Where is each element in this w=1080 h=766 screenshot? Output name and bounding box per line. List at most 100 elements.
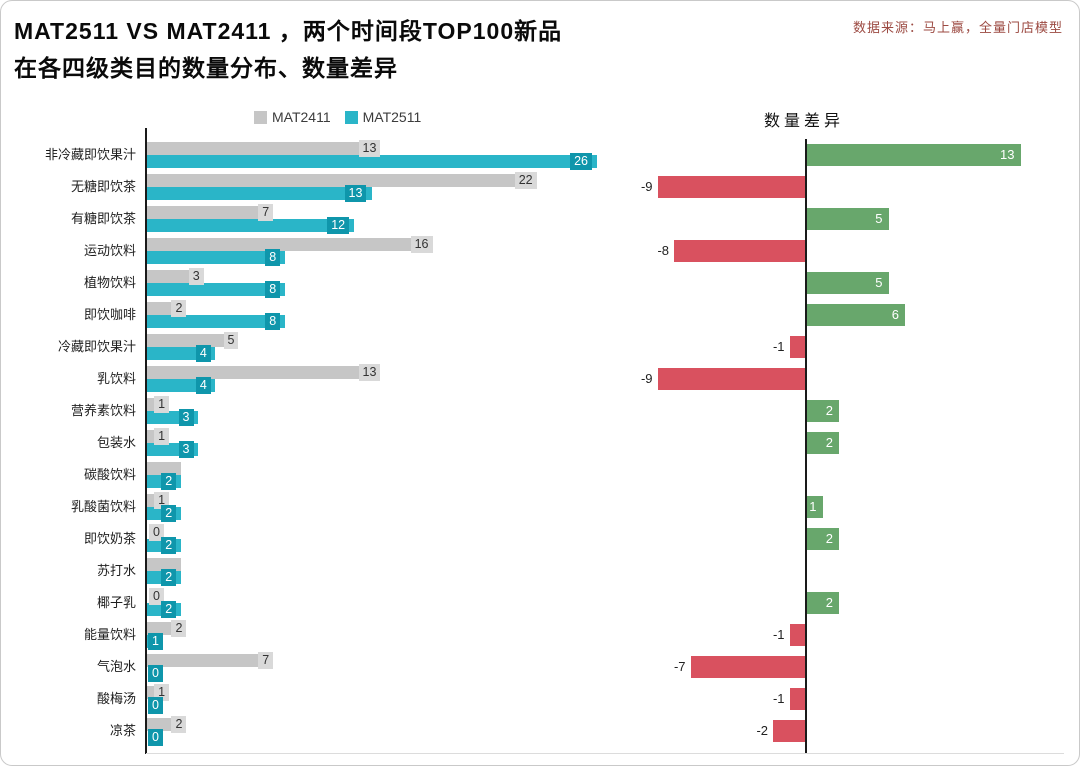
- chart-row: 即饮奶茶 0 2 2: [1, 523, 1079, 555]
- diff-bar-negative: [690, 656, 806, 678]
- mat2411-value-label: 2: [171, 300, 187, 317]
- diff-bar-negative: [789, 336, 806, 358]
- chart-row: 能量饮料 2 1 -1: [1, 619, 1079, 651]
- mat2411-bar: [146, 366, 372, 379]
- mat2411-bar: [146, 270, 199, 283]
- diff-value-label: 2: [825, 595, 833, 610]
- diff-bar-negative: [789, 624, 806, 646]
- diff-panel: 2: [643, 523, 1079, 555]
- mat2511-value-label: 2: [161, 505, 177, 522]
- category-label: 椰子乳: [96, 595, 136, 610]
- category-label: 运动饮料: [83, 243, 136, 258]
- diff-value-label: 2: [825, 403, 833, 418]
- mat2411-value-label: 3: [188, 268, 204, 285]
- category-label: 乳饮料: [96, 371, 136, 386]
- mat2511-bar: [146, 315, 285, 328]
- diff-value-label: 5: [875, 275, 883, 290]
- chart-row: 气泡水 7 0 -7: [1, 651, 1079, 683]
- legend-label-mat2511: MAT2511: [362, 109, 422, 125]
- diff-panel: -7: [643, 651, 1079, 683]
- legend: MAT2411 MAT2511: [254, 109, 421, 125]
- mat2411-value-label: 5: [223, 332, 239, 349]
- diff-panel: [643, 555, 1079, 587]
- chart-bottom-line: [146, 753, 1064, 754]
- mat2411-value-label: 7: [258, 652, 274, 669]
- diff-panel: 1: [643, 491, 1079, 523]
- mat2511-value-label: 4: [195, 377, 211, 394]
- diff-bar-positive: 1: [806, 496, 823, 518]
- quantity-bars-panel: 13 26: [146, 139, 643, 171]
- category-label: 酸梅汤: [96, 691, 136, 706]
- quantity-bars-panel: 16 8: [146, 235, 643, 267]
- mat2411-value-label: 1: [154, 396, 170, 413]
- mat2411-value-label: 0: [149, 588, 164, 605]
- mat2511-bar: [146, 251, 285, 264]
- mat2511-value-label: 0: [148, 697, 163, 714]
- mat2411-bar: [146, 238, 424, 251]
- diff-column-title: 数量差异: [764, 113, 845, 130]
- quantity-bars-panel: 2: [146, 459, 643, 491]
- mat2411-value-label: 2: [171, 716, 187, 733]
- chart-row: 非冷藏即饮果汁 13 26 13: [1, 139, 1079, 171]
- chart-row: 酸梅汤 1 0 -1: [1, 683, 1079, 715]
- diff-bar-positive: 2: [806, 400, 839, 422]
- mat2511-value-label: 8: [265, 313, 281, 330]
- chart-row: 椰子乳 0 2 2: [1, 587, 1079, 619]
- mat2511-value-label: 26: [570, 153, 592, 170]
- mat2511-bar: [146, 187, 372, 200]
- category-label: 气泡水: [96, 659, 136, 674]
- legend-item-mat2411: MAT2411: [254, 109, 331, 125]
- diff-bar-positive: 2: [806, 528, 839, 550]
- mat2411-value-label: 1: [154, 492, 170, 509]
- chart-row: 苏打水 2: [1, 555, 1079, 587]
- diff-value-label: -7: [673, 659, 686, 674]
- chart-row: 乳酸菌饮料 1 2 1: [1, 491, 1079, 523]
- mat2511-value-label: 12: [327, 217, 350, 234]
- mat2411-value-label: 13: [358, 364, 381, 381]
- mat2411-bar: [146, 206, 268, 219]
- diff-value-label: 6: [891, 307, 899, 322]
- diff-value-label: -1: [772, 627, 785, 642]
- chart-row: 无糖即饮茶 22 13 -9: [1, 171, 1079, 203]
- diff-bar-positive: 13: [806, 144, 1021, 166]
- category-label: 无糖即饮茶: [70, 179, 136, 194]
- diff-panel: -9: [640, 363, 1079, 395]
- legend-item-mat2511: MAT2511: [344, 109, 422, 125]
- diff-value-label: 1: [809, 499, 817, 514]
- title-line-2: 在各四级类目的数量分布、数量差异: [14, 55, 398, 81]
- diff-axis-line: [805, 139, 807, 754]
- category-label: 包装水: [96, 435, 136, 450]
- mat2511-value-label: 8: [265, 281, 281, 298]
- mat2511-value-label: 4: [195, 345, 211, 362]
- mat2511-swatch-icon: [344, 110, 358, 124]
- diff-panel: 2: [643, 587, 1079, 619]
- diff-panel: 5: [643, 267, 1079, 299]
- mat2411-value-label: 7: [258, 204, 274, 221]
- page-title: MAT2511 VS MAT2411 ，两个时间段TOP100新品 在各四级类目…: [14, 13, 562, 87]
- diff-value-label: -9: [640, 371, 653, 386]
- mat2411-value-label: 0: [149, 524, 164, 541]
- diff-bar-positive: 5: [806, 208, 889, 230]
- diff-bar-negative: [674, 240, 806, 262]
- mat2411-bar: [146, 558, 181, 571]
- diff-panel: -1: [643, 683, 1079, 715]
- mat2411-value-label: 22: [514, 172, 537, 189]
- bar-chart-body: 非冷藏即饮果汁 13 26 13 无糖即饮茶 22 13 -9 有糖即饮茶 7 12 5 运动饮料 16 8…: [1, 139, 1079, 747]
- category-label: 非冷藏即饮果汁: [44, 147, 136, 162]
- chart-row: 凉茶 2 0 -2: [1, 715, 1079, 747]
- diff-panel: 6: [643, 299, 1079, 331]
- mat2511-value-label: 0: [148, 665, 163, 682]
- mat2411-bar: [146, 334, 233, 347]
- mat2411-bar: [146, 462, 181, 475]
- diff-bar-negative: [657, 368, 806, 390]
- diff-value-label: -1: [772, 691, 785, 706]
